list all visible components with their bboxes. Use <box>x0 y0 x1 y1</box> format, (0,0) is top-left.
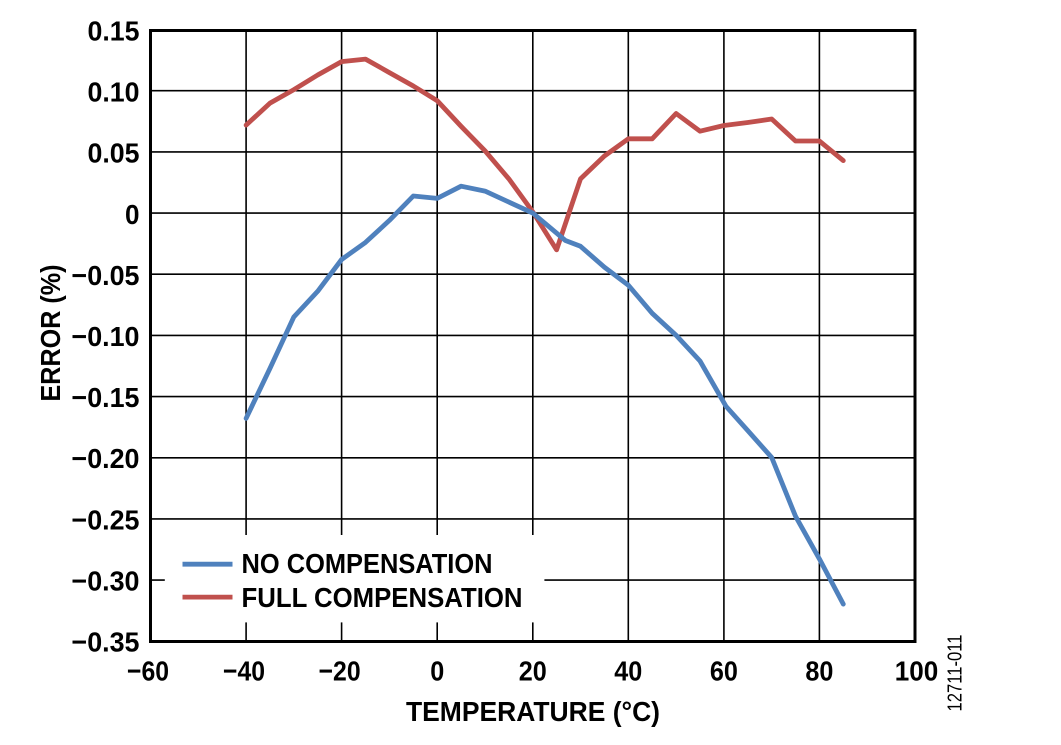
svg-text:0.15: 0.15 <box>88 16 140 47</box>
svg-text:−0.05: −0.05 <box>72 260 140 291</box>
svg-text:20: 20 <box>519 656 547 687</box>
svg-text:−0.20: −0.20 <box>72 443 140 474</box>
svg-text:−20: −20 <box>319 656 361 687</box>
svg-text:0: 0 <box>430 656 444 687</box>
svg-text:−0.15: −0.15 <box>72 382 140 413</box>
svg-text:0.05: 0.05 <box>88 138 140 169</box>
svg-text:100: 100 <box>895 656 939 687</box>
svg-text:40: 40 <box>614 656 642 687</box>
svg-text:ERROR (%): ERROR (%) <box>35 265 66 402</box>
svg-text:FULL COMPENSATION: FULL COMPENSATION <box>242 582 523 613</box>
svg-text:0.10: 0.10 <box>88 77 140 108</box>
svg-text:NO COMPENSATION: NO COMPENSATION <box>242 548 493 579</box>
svg-text:12711-011: 12711-011 <box>945 635 967 712</box>
svg-text:−0.35: −0.35 <box>72 627 140 658</box>
svg-text:TEMPERATURE (°C): TEMPERATURE (°C) <box>406 696 660 727</box>
svg-text:−60: −60 <box>127 656 169 687</box>
svg-text:−0.10: −0.10 <box>72 321 140 352</box>
svg-text:−0.25: −0.25 <box>72 504 140 535</box>
svg-text:−0.30: −0.30 <box>72 565 140 596</box>
svg-text:60: 60 <box>710 656 738 687</box>
svg-text:0: 0 <box>125 199 140 230</box>
svg-text:80: 80 <box>805 656 833 687</box>
svg-text:−40: −40 <box>223 656 265 687</box>
